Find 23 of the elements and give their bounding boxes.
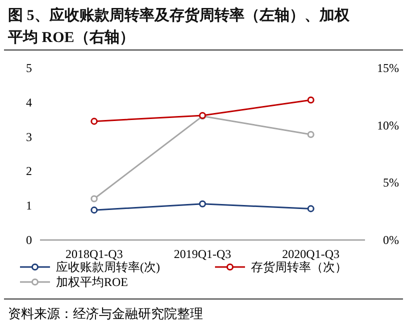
point xyxy=(90,118,98,125)
y2-tick-label: 0% xyxy=(383,233,399,247)
y2-tick-label: 10% xyxy=(377,118,399,132)
legend-label: 存货周转率（次） xyxy=(251,260,347,274)
point xyxy=(90,206,98,214)
y-tick-label: 5 xyxy=(26,61,32,75)
point xyxy=(198,200,206,208)
x-tick-label: 2018Q1-Q3 xyxy=(66,247,123,261)
point xyxy=(307,96,314,104)
y-tick-label: 1 xyxy=(26,198,32,213)
point xyxy=(307,205,314,212)
y-tick-label: 4 xyxy=(26,95,32,110)
text: 资料来源：经济与金融研究院整理 xyxy=(8,306,203,321)
x-tick-label: 2019Q1-Q3 xyxy=(174,247,232,261)
chart-title: 图 5、应收账款周转率及存货周转率（左轴）、加权平均 ROE（右轴） xyxy=(7,6,350,46)
legend-label: 应收账款周转率(次) xyxy=(56,260,160,274)
y-tick-label: 0 xyxy=(26,233,32,247)
y2-tick-label: 15% xyxy=(377,61,399,75)
y-tick-label: 2 xyxy=(26,164,32,178)
y2-tick-label: 5% xyxy=(383,176,399,190)
y-tick-label: 3 xyxy=(26,130,32,144)
x-tick-label: 2020Q1-Q3 xyxy=(282,247,340,261)
legend-label: 加权平均ROE xyxy=(56,275,128,289)
